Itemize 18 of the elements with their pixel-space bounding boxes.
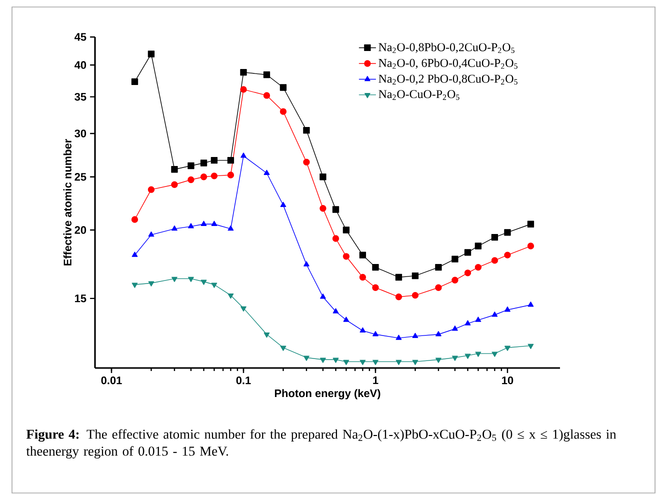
y-tick-label: 30 xyxy=(74,130,86,138)
x-axis-title: Photon energy (keV) xyxy=(274,389,380,400)
y-tick-label: 15 xyxy=(75,294,86,302)
y-tick-label: 40 xyxy=(74,61,86,69)
text: Figure 4: The effective atomic number for the prepared Na$_{2}$O-(1-x)PbO-xCuO-P$_{2}$O$_{5}$ (0 ≤ x ≤ 1)glasses in theenergy region of 0.015 - 15 MeV. xyxy=(26,429,616,459)
y-tick-label: 45 xyxy=(74,33,86,41)
y-axis-title: Effective atomic number xyxy=(63,139,72,266)
x-tick-label: 1 xyxy=(373,376,378,384)
y-tick-label: 25 xyxy=(74,173,86,181)
x-tick-label: 10 xyxy=(502,376,514,384)
legend-label: Na$_{2}$O-CuO-P$_{2}$O$_{5}$ xyxy=(378,90,460,100)
legend-label: Na$_{2}$O-0, 6PbO-0,4CuO-P$_{2}$O$_{5}$ xyxy=(378,58,518,69)
y-tick-label: 35 xyxy=(74,92,86,101)
x-tick-label: 0.01 xyxy=(101,376,122,384)
legend-label: Na$_{2}$O-0,8PbO-0,2CuO-P$_{2}$O$_{5}$ xyxy=(378,42,514,53)
legend-label: Na$_{2}$O-0,2 PbO-0,8CuO-P$_{2}$O$_{5}$ xyxy=(378,74,518,85)
x-tick-label: 0.1 xyxy=(236,376,251,384)
y-tick-label: 20 xyxy=(74,226,86,234)
